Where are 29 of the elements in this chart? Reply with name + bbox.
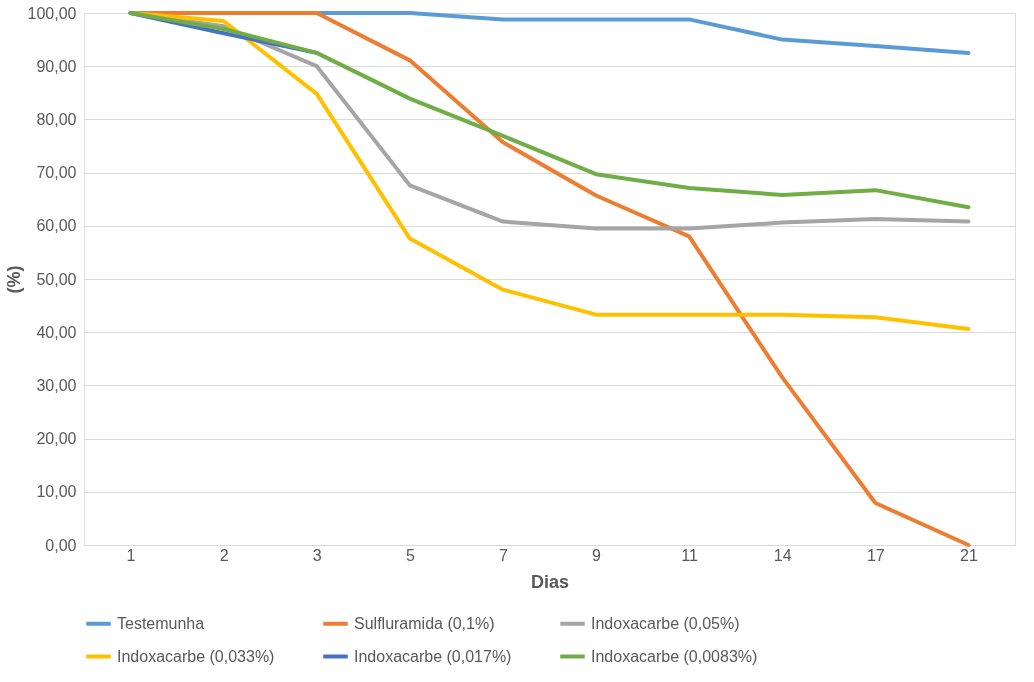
legend-label: Indoxacarbe (0,05%) — [591, 614, 740, 632]
x-tick-label: 17 — [866, 546, 885, 564]
legend-label: Sulfluramida (0,1%) — [354, 614, 495, 632]
legend-label: Indoxacarbe (0,017%) — [354, 647, 512, 665]
y-tick-label: 80,00 — [36, 110, 77, 128]
x-tick-label: 11 — [681, 546, 699, 564]
x-tick-label: 2 — [219, 546, 229, 564]
legend-label: Indoxacarbe (0,0083%) — [591, 647, 758, 665]
x-tick-label: 9 — [592, 546, 602, 564]
legend-label: Indoxacarbe (0,033%) — [117, 647, 275, 665]
y-tick-label: 70,00 — [36, 164, 77, 182]
x-tick-label: 21 — [960, 546, 978, 564]
y-tick-label: 100,00 — [27, 4, 77, 22]
y-tick-label: 20,00 — [36, 430, 77, 448]
y-tick-label: 50,00 — [36, 270, 77, 288]
x-tick-label: 3 — [312, 546, 322, 564]
y-tick-label: 0,00 — [45, 536, 77, 554]
x-tick-label: 5 — [405, 546, 415, 564]
x-axis-title: Dias — [530, 571, 570, 592]
x-tick-label: 1 — [126, 546, 136, 564]
y-tick-label: 10,00 — [36, 483, 77, 501]
y-tick-label: 40,00 — [36, 323, 77, 341]
y-tick-label: 30,00 — [36, 376, 77, 394]
x-tick-label: 14 — [773, 546, 792, 564]
x-tick-label: 7 — [499, 546, 508, 564]
legend-label: Testemunha — [117, 614, 205, 632]
y-axis-title: (%) — [3, 265, 24, 294]
y-tick-label: 90,00 — [36, 57, 77, 75]
y-tick-label: 60,00 — [36, 217, 77, 235]
